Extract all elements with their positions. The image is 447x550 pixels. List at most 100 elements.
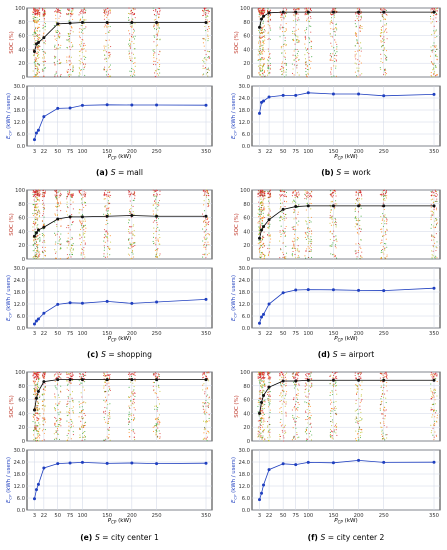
soc-sample-dot xyxy=(311,241,313,243)
soc-sample-dot xyxy=(81,406,83,408)
soc-sample-dot xyxy=(134,48,136,50)
soc-mean-point xyxy=(294,205,298,209)
soc-sample-dot xyxy=(82,436,84,438)
soc-sample-dot xyxy=(103,416,105,418)
soc-sample-dot xyxy=(330,195,332,197)
soc-sample-dot xyxy=(435,207,438,209)
soc-sample-dot xyxy=(304,198,306,200)
soc-sample-dot xyxy=(158,229,160,231)
soc-sample-dot xyxy=(109,196,111,199)
soc-sample-dot xyxy=(259,436,261,438)
soc-sample-dot xyxy=(257,193,260,195)
soc-sample-dot xyxy=(108,13,110,15)
soc-sample-dot xyxy=(285,217,287,219)
soc-sample-dot xyxy=(157,224,159,226)
soc-sample-dot xyxy=(107,57,110,59)
energy-ytick-label: 30.0 xyxy=(13,266,25,272)
soc-sample-dot xyxy=(381,9,384,11)
soc-ytick-label: 0 xyxy=(22,257,25,263)
soc-sample-dot xyxy=(72,431,74,433)
soc-sample-dot xyxy=(156,203,158,205)
energy-ytick-label: 0.0 xyxy=(17,144,25,150)
soc-sample-dot xyxy=(133,373,135,375)
soc-sample-dot xyxy=(263,209,265,211)
soc-sample-dot xyxy=(84,242,86,244)
soc-sample-dot xyxy=(133,417,135,419)
energy-subplot: 0.06.012.018.024.030.03 22 50 75 100 150 200 25… xyxy=(6,448,213,519)
soc-sample-dot xyxy=(157,373,159,375)
soc-sample-dot xyxy=(69,33,71,35)
soc-sample-dot xyxy=(41,374,44,376)
soc-sample-dot xyxy=(355,243,357,245)
soc-sample-dot xyxy=(357,223,359,225)
soc-sample-dot xyxy=(336,27,338,29)
soc-sample-dot xyxy=(73,412,75,414)
soc-sample-dot xyxy=(305,63,307,66)
soc-sample-dot xyxy=(78,380,80,382)
energy-point xyxy=(331,288,335,292)
soc-sample-dot xyxy=(55,431,57,433)
soc-sample-dot xyxy=(55,71,57,73)
soc-sample-dot xyxy=(134,409,136,411)
soc-sample-dot xyxy=(306,192,308,194)
soc-sample-dot xyxy=(260,10,262,12)
soc-sample-dot xyxy=(206,15,208,17)
soc-sample-dot xyxy=(38,53,40,55)
soc-sample-dot xyxy=(259,49,262,51)
soc-sample-dot xyxy=(298,193,300,195)
energy-axes-frame xyxy=(251,267,441,329)
soc-sample-dot xyxy=(36,373,38,375)
soc-sample-dot xyxy=(84,381,86,383)
energy-ytick-label: 12.0 xyxy=(238,120,250,126)
soc-sample-dot xyxy=(54,438,56,440)
soc-sample-dot xyxy=(109,439,111,441)
soc-sample-dot xyxy=(257,401,259,403)
soc-sample-dot xyxy=(295,24,297,26)
soc-sample-dot xyxy=(382,251,384,253)
soc-sample-dot xyxy=(262,57,264,59)
soc-sample-dot xyxy=(81,204,83,206)
soc-sample-dot xyxy=(71,46,73,48)
soc-sample-dot xyxy=(69,381,71,383)
soc-sample-dot xyxy=(81,236,83,238)
soc-sample-dot xyxy=(129,396,131,399)
soc-sample-dot xyxy=(311,41,313,43)
soc-sample-dot xyxy=(85,19,87,21)
soc-sample-dot xyxy=(153,382,155,384)
soc-sample-dot xyxy=(159,39,161,41)
soc-sample-dot xyxy=(156,256,158,258)
xtick-label: 150 xyxy=(102,331,112,337)
soc-sample-dot xyxy=(82,248,84,250)
soc-sample-dot xyxy=(81,382,83,384)
soc-sample-dot xyxy=(72,66,74,68)
soc-sample-dot xyxy=(79,428,81,430)
soc-sample-dot xyxy=(357,42,359,44)
soc-sample-dot xyxy=(354,54,356,56)
soc-sample-dot xyxy=(298,194,300,196)
soc-sample-dot xyxy=(294,253,296,256)
soc-sample-dot xyxy=(37,71,39,73)
soc-sample-dot xyxy=(336,43,338,45)
soc-sample-dot xyxy=(205,224,207,226)
soc-sample-dot xyxy=(57,376,59,378)
soc-sample-dot xyxy=(283,71,285,73)
soc-sample-dot xyxy=(152,210,154,212)
soc-sample-dot xyxy=(333,28,335,30)
soc-sample-dot xyxy=(354,216,357,218)
soc-sample-dot xyxy=(82,9,84,11)
soc-sample-dot xyxy=(35,389,37,391)
soc-sample-dot xyxy=(267,74,269,76)
soc-sample-dot xyxy=(152,240,154,243)
soc-sample-dot xyxy=(285,191,288,194)
soc-sample-dot xyxy=(78,59,80,62)
soc-sample-dot xyxy=(268,244,270,246)
soc-sample-dot xyxy=(155,429,157,431)
soc-sample-dot xyxy=(336,46,338,48)
soc-sample-dot xyxy=(264,383,266,385)
soc-sample-dot xyxy=(386,218,388,220)
soc-sample-dot xyxy=(32,245,34,247)
soc-sample-dot xyxy=(262,244,264,246)
soc-sample-dot xyxy=(72,434,74,436)
soc-sample-dot xyxy=(383,31,385,33)
